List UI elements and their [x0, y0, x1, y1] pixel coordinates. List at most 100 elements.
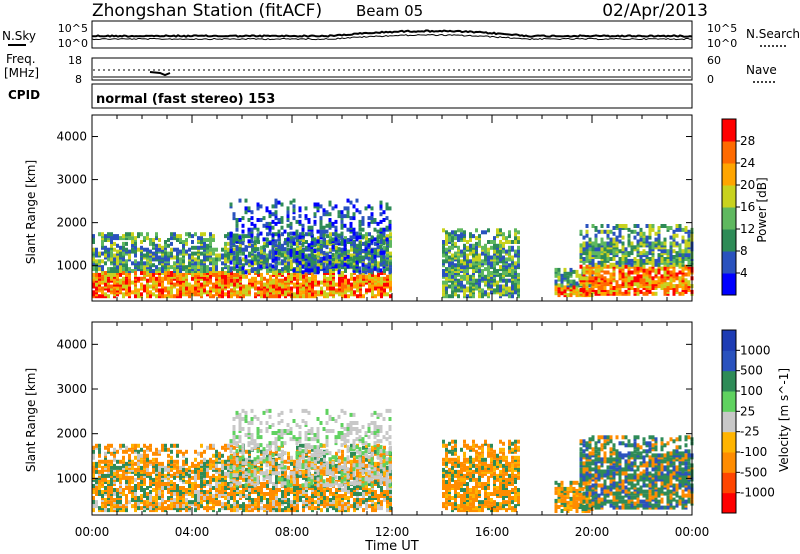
heatmap-cell	[262, 260, 266, 265]
heatmap-cell	[313, 237, 317, 242]
heatmap-cell	[469, 274, 472, 279]
heatmap-cell	[256, 218, 260, 222]
heatmap-cell	[254, 498, 257, 502]
heatmap-cell	[657, 257, 661, 261]
heatmap-cell	[475, 255, 478, 260]
heatmap-cell	[681, 253, 685, 258]
heatmap-cell	[460, 249, 463, 254]
heatmap-cell	[272, 482, 275, 486]
heatmap-cell	[472, 253, 475, 258]
heatmap-cell	[140, 488, 143, 492]
heatmap-cell	[311, 284, 314, 289]
heatmap-cell	[188, 294, 191, 299]
heatmap-cell	[517, 240, 520, 244]
heatmap-cell	[182, 240, 185, 244]
heatmap-cell	[335, 259, 338, 264]
heatmap-cell	[215, 488, 218, 492]
heatmap-cell	[292, 204, 296, 209]
heatmap-cell	[268, 221, 272, 226]
heatmap-cell	[140, 292, 143, 297]
heatmap-cell	[200, 288, 203, 293]
heatmap-cell	[356, 284, 359, 289]
heatmap-cell	[224, 465, 227, 470]
heatmap-cell	[289, 225, 293, 230]
heatmap-cell	[182, 461, 185, 466]
heatmap-cell	[182, 243, 185, 248]
heatmap-cell	[362, 267, 365, 272]
heatmap-cell	[305, 265, 308, 270]
heatmap-cell	[215, 453, 218, 458]
heatmap-cell	[352, 235, 356, 240]
heatmap-cell	[101, 276, 104, 281]
heatmap-cell	[648, 251, 652, 256]
heatmap-cell	[560, 283, 564, 288]
heatmap-cell	[203, 480, 206, 484]
heatmap-cell	[341, 282, 344, 287]
heatmap-cell	[263, 290, 266, 295]
heatmap-cell	[257, 500, 260, 505]
heatmap-cell	[466, 269, 469, 273]
heatmap-cell	[179, 496, 182, 500]
heatmap-cell	[173, 282, 176, 287]
heatmap-cell	[502, 236, 505, 241]
heatmap-cell	[313, 260, 317, 265]
heatmap-cell	[463, 251, 466, 256]
heatmap-cell	[487, 247, 490, 252]
heatmap-cell	[206, 461, 209, 466]
heatmap-cell	[379, 268, 383, 273]
heatmap-cell	[563, 273, 567, 278]
heatmap-cell	[352, 231, 356, 236]
heatmap-cell	[672, 233, 676, 238]
heatmap-cell	[334, 219, 338, 224]
heatmap-cell	[319, 245, 323, 250]
heatmap-cell	[197, 261, 200, 266]
heatmap-cell	[269, 469, 272, 474]
heatmap-cell	[149, 241, 152, 246]
heatmap-cell	[197, 282, 200, 287]
heatmap-cell	[332, 286, 335, 291]
heatmap-cell	[173, 459, 176, 464]
heatmap-cell	[370, 216, 374, 221]
heatmap-cell	[499, 265, 502, 270]
heatmap-cell	[125, 508, 128, 513]
freq-panel-frame	[91, 57, 693, 81]
heatmap-cell	[296, 290, 299, 295]
heatmap-cell	[197, 498, 200, 502]
heatmap-cell	[382, 231, 386, 236]
heatmap-cell	[442, 280, 445, 285]
heatmap-cell	[224, 461, 227, 466]
heatmap-cell	[251, 247, 254, 252]
heatmap-cell	[340, 252, 344, 257]
heatmap-cell	[197, 255, 200, 260]
heatmap-cell	[344, 280, 347, 285]
heatmap-cell	[517, 288, 520, 293]
heatmap-cell	[379, 219, 383, 224]
heatmap-cell	[358, 241, 362, 246]
heatmap-cell	[338, 292, 341, 297]
heatmap-cell	[247, 227, 251, 232]
heatmap-cell	[600, 266, 604, 271]
heatmap-cell	[146, 453, 149, 458]
heatmap-cell	[140, 480, 143, 484]
heatmap-cell	[236, 475, 239, 480]
heatmap-cell	[140, 494, 143, 498]
heatmap-cell	[657, 241, 661, 246]
heatmap-cell	[146, 236, 149, 241]
heatmap-cell	[642, 282, 646, 287]
heatmap-cell	[292, 241, 296, 246]
heatmap-cell	[140, 459, 143, 464]
heatmap-cell	[179, 238, 182, 242]
heatmap-cell	[256, 227, 260, 232]
heatmap-cell	[514, 278, 517, 283]
heatmap-cell	[92, 257, 95, 262]
heatmap-cell	[606, 233, 610, 238]
heatmap-cell	[612, 226, 616, 230]
heatmap-cell	[206, 269, 209, 273]
heatmap-cell	[116, 508, 119, 513]
station-title: Zhongshan Station (fitACF)	[92, 1, 322, 21]
heatmap-cell	[278, 282, 281, 287]
heatmap-cell	[149, 461, 152, 466]
heatmap-cell	[188, 269, 191, 273]
heatmap-cell	[125, 232, 128, 237]
heatmap-cell	[618, 284, 622, 289]
